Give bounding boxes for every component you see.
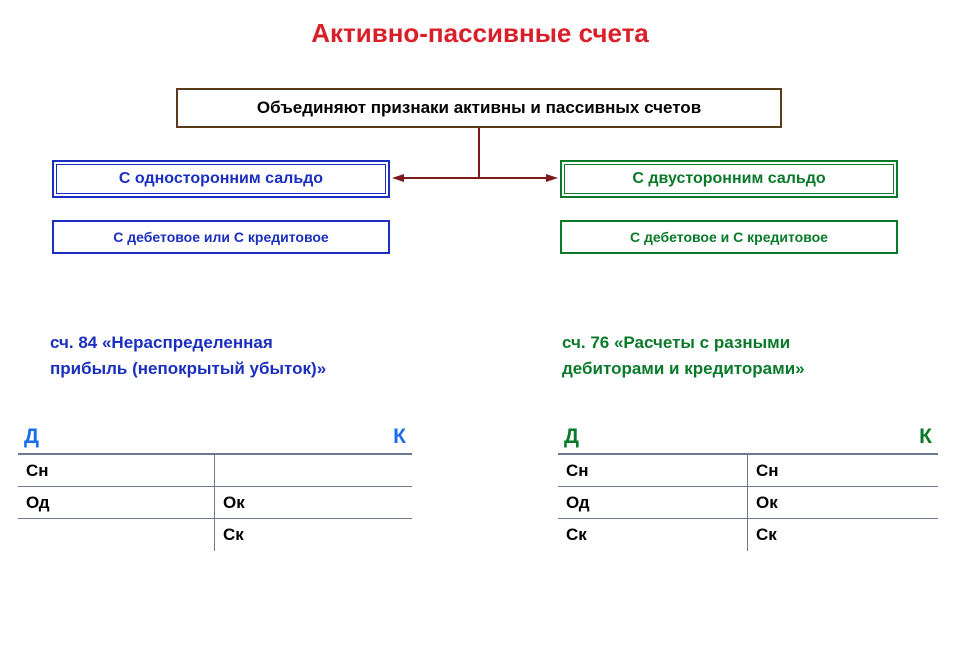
left-debit-label: Д	[24, 425, 39, 449]
la-credit-cell: Ок	[215, 487, 412, 519]
branch-arrows	[0, 0, 960, 300]
right-account-title: сч. 76 «Расчеты с разными дебиторами и к…	[562, 330, 805, 381]
ra-credit-cell: Ок	[748, 487, 938, 519]
la-credit-cell	[215, 455, 412, 487]
ra-debit-cell: Сн	[558, 455, 748, 487]
ra-credit-cell: Сн	[748, 455, 938, 487]
left-account-title-line1: сч. 84 «Нераспределенная	[50, 330, 326, 356]
la-debit-cell: Од	[18, 487, 215, 519]
la-debit-cell: Сн	[18, 455, 215, 487]
right-account-title-line1: сч. 76 «Расчеты с разными	[562, 330, 805, 356]
left-t-body: СнОд ОкСк	[18, 453, 412, 551]
ra-debit-cell: Ск	[558, 519, 748, 551]
la-credit-cell: Ск	[215, 519, 412, 551]
left-account-title-line2: прибыль (непокрытый убыток)»	[50, 356, 326, 382]
right-t-header: Д К	[558, 425, 938, 453]
la-debit-cell	[18, 519, 215, 551]
left-credit-label: К	[393, 425, 406, 449]
left-account-title: сч. 84 «Нераспределенная прибыль (непокр…	[50, 330, 326, 381]
right-t-body: СнОдСк СнОкСк	[558, 453, 938, 551]
right-credit-label: К	[919, 425, 932, 449]
left-t-header: Д К	[18, 425, 412, 453]
ra-credit-cell: Ск	[748, 519, 938, 551]
left-t-account: Д К СнОд ОкСк	[18, 425, 412, 551]
right-account-title-line2: дебиторами и кредиторами»	[562, 356, 805, 382]
right-t-account: Д К СнОдСк СнОкСк	[558, 425, 938, 551]
right-debit-label: Д	[564, 425, 579, 449]
ra-debit-cell: Од	[558, 487, 748, 519]
